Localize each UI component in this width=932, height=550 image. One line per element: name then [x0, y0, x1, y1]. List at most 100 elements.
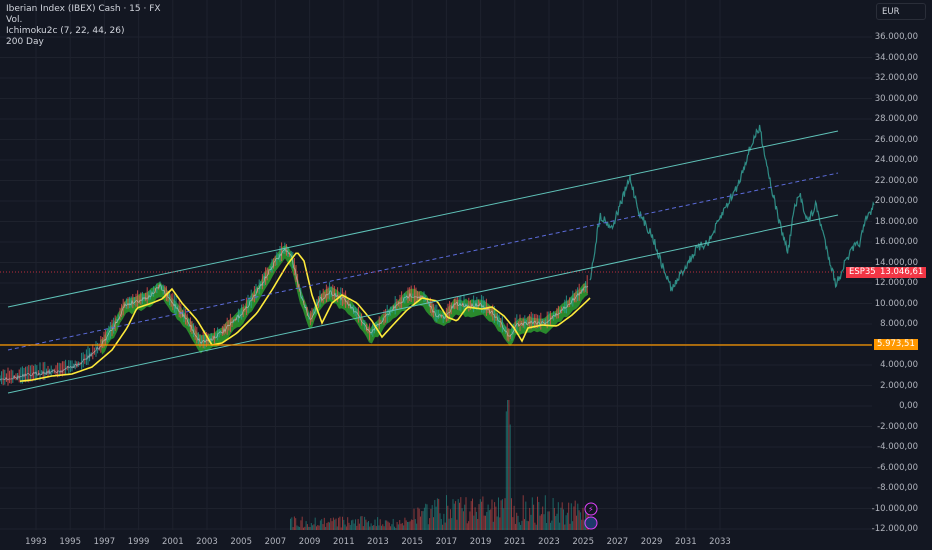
volume-bar: [310, 523, 312, 530]
volume-bar: [364, 516, 366, 530]
time-axis-label: 2015: [401, 537, 424, 547]
volume-bar: [342, 516, 343, 530]
volume-bar: [526, 520, 528, 530]
price-line: [0, 247, 589, 381]
volume-bar: [440, 518, 442, 530]
volume-bar: [296, 525, 298, 530]
volume-bar: [326, 523, 328, 530]
price-axis-label: 36.000,00: [874, 32, 918, 42]
volume-bar: [291, 517, 293, 530]
volume-bar: [404, 517, 406, 530]
volume-bar: [426, 504, 428, 530]
volume-bar: [576, 515, 577, 530]
volume-bar: [423, 507, 425, 530]
volume-bar: [371, 525, 373, 530]
volume-bar: [511, 498, 512, 530]
volume-bar: [417, 507, 419, 530]
volume-bar: [508, 400, 510, 530]
time-axis-label: 2009: [298, 537, 321, 547]
volume-bar: [486, 511, 488, 530]
volume-bar: [338, 517, 340, 530]
volume-bar: [297, 526, 299, 530]
volume-bar: [485, 515, 486, 530]
volume-bar: [579, 512, 581, 530]
volume-bar: [407, 521, 408, 530]
volume-bar: [312, 525, 314, 530]
time-axis-label: 2011: [332, 537, 355, 547]
volume-bar: [466, 523, 468, 530]
volume-bar: [483, 515, 485, 530]
time-axis-label: 2023: [538, 537, 560, 547]
volume-bar: [349, 524, 351, 530]
volume-bar: [293, 516, 295, 530]
volume-bar: [329, 522, 330, 530]
volume-bar: [405, 520, 407, 530]
volume-bar: [474, 507, 476, 530]
volume-bar: [587, 504, 589, 530]
volume-bar: [472, 498, 473, 530]
price-axis-label: 0,00: [899, 401, 918, 411]
volume-bar: [557, 502, 559, 530]
volume-bar: [344, 524, 346, 530]
price-axis-label: 20.000,00: [874, 196, 918, 206]
volume-bar: [434, 500, 436, 530]
legend-ma[interactable]: 200 Day: [6, 37, 44, 47]
volume-bar: [295, 518, 297, 530]
price-axis-label: 24.000,00: [874, 155, 918, 165]
volume-bar: [565, 515, 567, 530]
volume-bar: [400, 523, 402, 530]
volume-bar: [373, 525, 375, 530]
volume-bar: [501, 499, 503, 530]
volume-bar: [543, 514, 545, 530]
volume-bar: [362, 526, 364, 530]
volume-bar: [379, 519, 381, 530]
volume-bar: [335, 518, 337, 530]
volume-bar: [574, 500, 576, 530]
volume-bar: [444, 522, 446, 530]
volume-bar: [399, 520, 401, 530]
volume-bar: [568, 502, 570, 530]
volume-bar: [431, 505, 433, 530]
volume-bar: [488, 510, 490, 530]
price-axis-label: -10.000,00: [871, 503, 918, 514]
currency-button[interactable]: EUR: [876, 3, 926, 20]
legend-title[interactable]: Iberian Index (IBEX) Cash · 15 · FX: [6, 4, 161, 14]
legend-vol[interactable]: Vol.: [6, 15, 23, 25]
volume-bar: [387, 521, 389, 530]
volume-bar: [421, 511, 423, 530]
volume-bar: [443, 513, 445, 530]
legend-ichimoku[interactable]: Ichimoku2c (7, 22, 44, 26): [6, 26, 125, 36]
volume-bar: [564, 524, 566, 530]
volume-bar: [313, 524, 315, 530]
volume-bar: [556, 513, 558, 530]
volume-bar: [465, 497, 467, 530]
event-icon: [584, 502, 598, 516]
volume-bar: [481, 501, 483, 530]
volume-bar: [321, 519, 323, 530]
volume-bar: [322, 524, 324, 530]
volume-bar: [542, 506, 544, 530]
volume-bar: [475, 511, 477, 530]
volume-bar: [491, 499, 493, 530]
volume-bar: [449, 509, 451, 530]
channel-mid-line: [7, 172, 839, 351]
price-axis-label: 34.000,00: [874, 52, 918, 63]
event-icon-glyph: ⚡: [588, 505, 594, 514]
volume-bar: [482, 496, 484, 530]
volume-bar: [396, 521, 398, 530]
volume-bar: [499, 517, 501, 530]
volume-bar: [548, 511, 550, 530]
event-icon: [584, 516, 598, 530]
time-axis-label: 2021: [503, 537, 526, 547]
volume-bar: [529, 507, 531, 530]
volume-bar: [560, 507, 562, 530]
volume-bar: [357, 519, 359, 530]
volume-bar: [388, 522, 390, 530]
price-axis-label: 14.000,00: [874, 257, 918, 268]
volume-bar: [533, 504, 535, 530]
volume-bar: [492, 521, 494, 530]
volume-bar: [460, 497, 462, 530]
volume-bar: [375, 526, 377, 530]
volume-bar: [451, 518, 453, 530]
